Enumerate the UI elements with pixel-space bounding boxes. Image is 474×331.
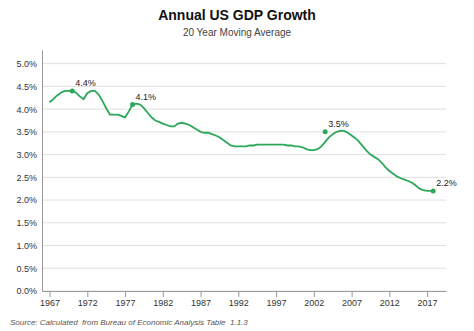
x-tick-label: 1987 <box>191 298 211 308</box>
y-tick: 5.0% <box>16 59 42 69</box>
grid-line <box>42 268 446 269</box>
x-tick-label: 2002 <box>304 298 324 308</box>
annotation-dot <box>70 88 75 93</box>
x-tick-mark <box>276 291 277 297</box>
x-tick: 1987 <box>191 291 211 308</box>
source: Source: Calculated from Bureau of Econom… <box>10 318 248 327</box>
x-tick: 1992 <box>229 291 249 308</box>
grid-line <box>42 200 446 201</box>
x-tick-mark <box>389 291 390 297</box>
plot-area <box>50 88 436 193</box>
y-tick: 4.5% <box>16 82 42 92</box>
x-tick-label: 1982 <box>153 298 173 308</box>
y-tick: 2.0% <box>16 195 42 205</box>
y-tick-label: 4.0% <box>16 104 37 114</box>
x-tick-mark <box>314 291 315 297</box>
y-tick-label: 5.0% <box>16 59 37 69</box>
grid-line <box>42 63 446 64</box>
x-tick: 1997 <box>267 291 287 308</box>
x-tick-mark <box>50 291 51 297</box>
x-tick-mark <box>163 291 164 297</box>
chart-svg: 0.0% 0.5% 1.0% 1.5% 2.0% 2.5% 3.0% 3.5% 4.0% 4.5%… <box>0 0 474 331</box>
annotation-dot <box>431 188 436 193</box>
y-tick: 4.0% <box>16 104 42 114</box>
y-tick-label: 0.5% <box>16 264 37 274</box>
x-tick: 2012 <box>380 291 400 308</box>
x-tick-label: 2012 <box>380 298 400 308</box>
x-tick-label: 1967 <box>40 298 60 308</box>
x-axis: 1967 1972 1977 1982 1987 1992 1997 2002 2007 2012… <box>40 291 446 308</box>
y-tick: 1.0% <box>16 241 42 251</box>
grid-line <box>42 291 446 292</box>
x-tick-mark <box>427 291 428 297</box>
x-tick: 1982 <box>153 291 173 308</box>
y-tick: 0.5% <box>16 264 42 274</box>
annotation-label: 2.2% <box>436 178 457 188</box>
x-tick: 1977 <box>116 291 136 308</box>
y-tick: 1.5% <box>16 218 42 228</box>
grid-line <box>42 86 446 87</box>
x-tick: 2017 <box>418 291 438 308</box>
x-tick-mark <box>125 291 126 297</box>
annotation-label: 4.4% <box>75 78 96 88</box>
grid-line <box>42 154 446 155</box>
x-axis-line <box>43 291 447 292</box>
y-tick: 3.5% <box>16 127 42 137</box>
annotations: 4.4% 4.1% 3.5% 2.2% <box>75 78 456 188</box>
grid-line <box>42 109 446 110</box>
x-tick: 2002 <box>304 291 324 308</box>
y-tick-label: 0.0% <box>16 286 37 296</box>
x-tick: 1967 <box>40 291 60 308</box>
y-tick-label: 1.5% <box>16 218 37 228</box>
subtitle: 20 Year Moving Average <box>183 27 292 38</box>
x-tick: 1972 <box>78 291 98 308</box>
grid <box>42 64 446 291</box>
y-tick: 0.0% <box>16 286 42 296</box>
x-tick-label: 2007 <box>342 298 362 308</box>
x-tick-mark <box>87 291 88 297</box>
title: Annual US GDP Growth <box>158 7 316 23</box>
annotation-label: 3.5% <box>328 119 349 129</box>
x-tick-mark <box>352 291 353 297</box>
annotation-dot <box>323 129 328 134</box>
annotation-dot <box>130 102 135 107</box>
grid-line <box>42 131 446 132</box>
y-axis-line <box>42 51 43 292</box>
x-tick-label: 1972 <box>78 298 98 308</box>
y-tick: 3.0% <box>16 150 42 160</box>
chart-container: 0.0% 0.5% 1.0% 1.5% 2.0% 2.5% 3.0% 3.5% 4.0% 4.5%… <box>0 0 474 331</box>
y-tick-label: 3.0% <box>16 150 37 160</box>
x-tick-mark <box>201 291 202 297</box>
x-tick-label: 1977 <box>116 298 136 308</box>
x-tick: 2007 <box>342 291 362 308</box>
grid-line <box>42 177 446 178</box>
y-tick-label: 2.0% <box>16 195 37 205</box>
y-tick-label: 3.5% <box>16 127 37 137</box>
x-tick-label: 2017 <box>418 298 438 308</box>
y-tick-label: 4.5% <box>16 82 37 92</box>
x-tick-label: 1992 <box>229 298 249 308</box>
x-tick-mark <box>238 291 239 297</box>
grid-line <box>42 222 446 223</box>
x-tick-label: 1997 <box>267 298 287 308</box>
annotation-label: 4.1% <box>136 92 157 102</box>
data-line <box>50 91 435 191</box>
y-axis: 0.0% 0.5% 1.0% 1.5% 2.0% 2.5% 3.0% 3.5% 4.0% 4.5%… <box>16 51 42 297</box>
y-tick: 2.5% <box>16 173 42 183</box>
grid-line <box>42 245 446 246</box>
y-tick-label: 1.0% <box>16 241 37 251</box>
y-tick-label: 2.5% <box>16 173 37 183</box>
